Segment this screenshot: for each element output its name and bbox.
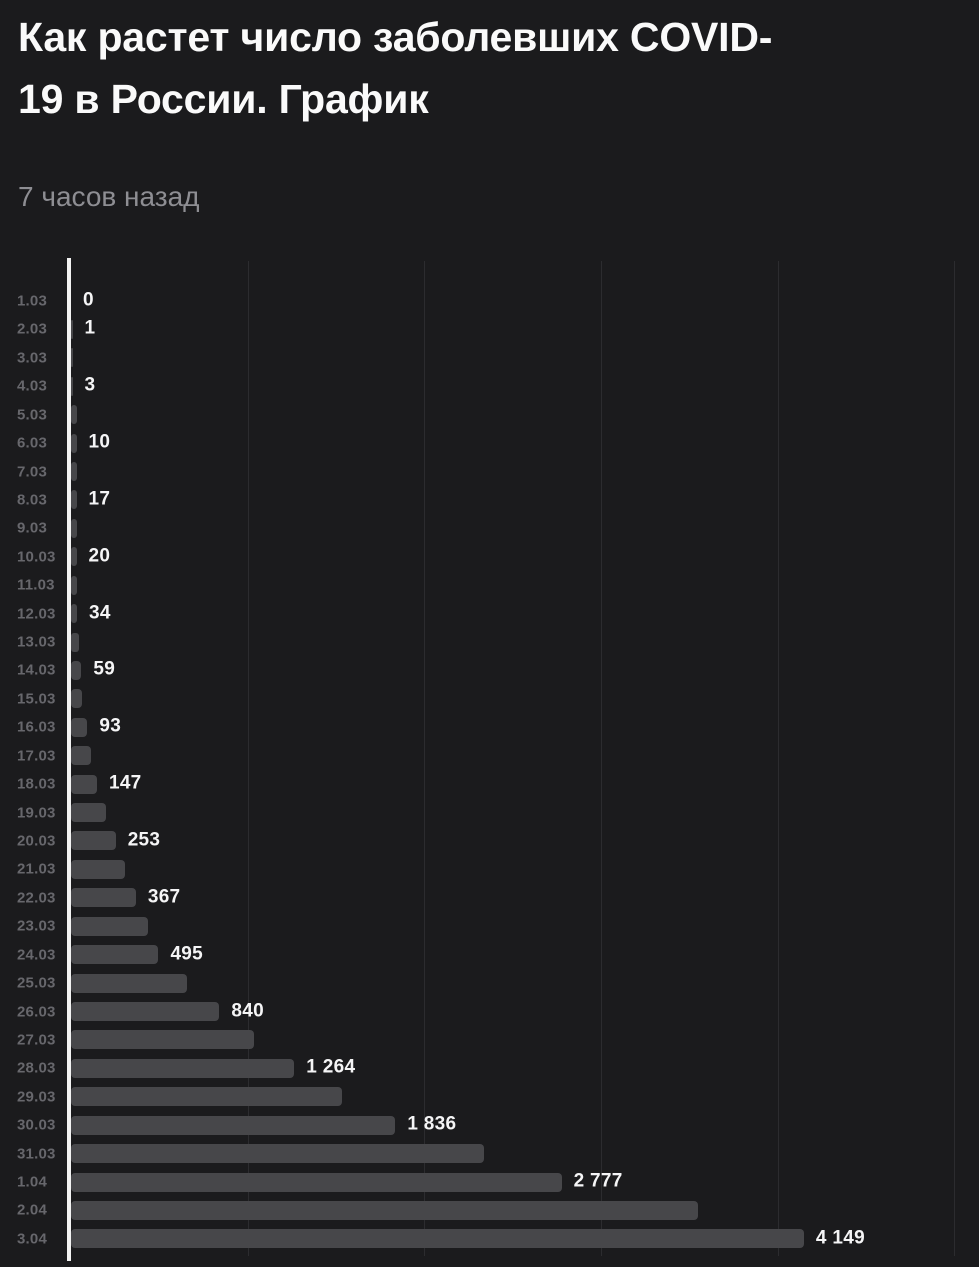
bar — [71, 945, 159, 965]
value-label: 367 — [147, 886, 181, 908]
bar — [71, 1115, 396, 1135]
date-label: 24.03 — [17, 946, 56, 964]
bar — [71, 859, 126, 879]
date-label: 7.03 — [17, 463, 47, 481]
value-label: 0 — [83, 289, 94, 311]
date-label: 5.03 — [17, 406, 47, 424]
gridline — [247, 261, 249, 1256]
date-label: 2.03 — [17, 320, 47, 338]
date-label: 23.03 — [17, 917, 56, 935]
value-label: 93 — [99, 715, 122, 737]
bar — [71, 1058, 295, 1078]
value-label: 1 836 — [407, 1113, 457, 1135]
bar — [71, 774, 97, 794]
date-label: 25.03 — [17, 974, 56, 992]
value-label: 59 — [93, 659, 116, 681]
date-label: 6.03 — [17, 434, 47, 452]
date-label: 13.03 — [17, 633, 56, 651]
y-axis-line — [67, 258, 71, 1261]
value-label: 10 — [88, 431, 111, 453]
bar — [71, 319, 73, 339]
date-label: 8.03 — [17, 491, 47, 509]
date-label: 22.03 — [17, 889, 56, 907]
value-label: 20 — [88, 545, 111, 567]
bar — [71, 916, 149, 936]
bar — [71, 547, 77, 567]
bar — [71, 1087, 342, 1107]
publish-time: 7 часов назад — [18, 181, 200, 212]
date-label: 16.03 — [17, 718, 56, 736]
bar — [71, 973, 188, 993]
value-label: 147 — [108, 772, 142, 794]
page-title: Как растет число заболевших COVID-19 в Р… — [18, 14, 773, 122]
value-label: 4 149 — [815, 1227, 865, 1249]
gridline — [600, 261, 602, 1256]
date-label: 11.03 — [17, 576, 55, 594]
bar — [71, 1172, 562, 1192]
bar — [71, 689, 83, 709]
bar — [71, 575, 77, 595]
date-label: 21.03 — [17, 860, 56, 878]
bar — [71, 746, 92, 766]
bar — [71, 348, 73, 368]
date-label: 20.03 — [17, 832, 56, 850]
bar — [71, 717, 88, 737]
bar — [71, 490, 77, 510]
gridline — [954, 261, 956, 1256]
date-label: 17.03 — [17, 747, 56, 765]
bar — [71, 632, 79, 652]
bar — [71, 433, 77, 453]
bar — [71, 376, 73, 396]
date-label: 12.03 — [17, 605, 56, 623]
date-label: 9.03 — [17, 519, 47, 537]
date-label: 4.03 — [17, 377, 47, 395]
bar — [71, 1144, 484, 1164]
date-label: 30.03 — [17, 1116, 56, 1134]
bar — [71, 518, 77, 538]
bar — [71, 831, 116, 851]
date-label: 10.03 — [17, 548, 56, 566]
value-label: 253 — [127, 829, 161, 851]
bar — [71, 803, 107, 823]
date-label: 27.03 — [17, 1031, 56, 1049]
bar — [71, 1030, 254, 1050]
date-label: 3.03 — [17, 349, 47, 367]
gridline — [777, 261, 779, 1256]
date-label: 28.03 — [17, 1059, 56, 1077]
value-label: 17 — [88, 488, 111, 510]
gridline — [424, 261, 426, 1256]
bar — [71, 604, 77, 624]
date-label: 3.04 — [17, 1230, 47, 1248]
date-label: 1.04 — [17, 1173, 47, 1191]
date-label: 19.03 — [17, 804, 56, 822]
bar — [71, 405, 77, 425]
value-label: 2 777 — [573, 1170, 623, 1192]
bar — [71, 1200, 698, 1220]
date-label: 26.03 — [17, 1003, 56, 1020]
covid-cases-bar-chart: 1.03 0 2.03 1 3.03 4.03 3 5.03 6.03 10 7.03 8.03 17 9… — [0, 258, 979, 1267]
value-label: 34 — [89, 602, 111, 624]
date-label: 15.03 — [17, 690, 56, 708]
bar — [71, 660, 82, 680]
article-header: Как растет число заболевших COVID-19 в Р… — [0, 0, 979, 214]
value-label: 840 — [231, 1000, 264, 1022]
bar — [71, 462, 77, 482]
value-label: 1 — [84, 317, 96, 339]
bar — [71, 888, 136, 908]
date-label: 1.03 — [17, 292, 47, 310]
value-label: 495 — [170, 943, 204, 965]
value-label: 3 — [84, 374, 96, 396]
bar — [71, 1229, 804, 1249]
date-label: 2.04 — [17, 1201, 47, 1219]
date-label: 29.03 — [17, 1088, 56, 1106]
date-label: 14.03 — [17, 661, 56, 679]
date-label: 31.03 — [17, 1145, 56, 1163]
bar — [71, 1002, 220, 1021]
date-label: 18.03 — [17, 775, 56, 793]
value-label: 1 264 — [306, 1056, 356, 1078]
